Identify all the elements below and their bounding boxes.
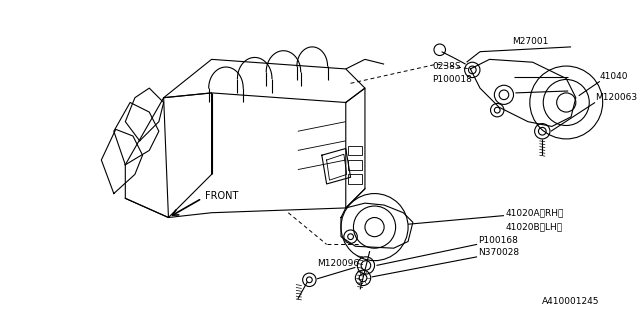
Text: 41020A〈RH〉: 41020A〈RH〉 xyxy=(506,208,564,217)
Text: 41020B〈LH〉: 41020B〈LH〉 xyxy=(506,223,563,232)
Text: A410001245: A410001245 xyxy=(542,297,600,306)
Text: M120063: M120063 xyxy=(595,93,637,102)
Text: 41040: 41040 xyxy=(600,72,628,81)
Bar xyxy=(348,160,362,170)
Text: P100168: P100168 xyxy=(478,236,518,245)
Bar xyxy=(348,146,362,155)
Text: P100018: P100018 xyxy=(432,75,472,84)
Bar xyxy=(348,174,362,184)
Text: N370028: N370028 xyxy=(478,249,519,258)
Text: M120096: M120096 xyxy=(317,259,359,268)
Text: M27001: M27001 xyxy=(513,36,549,46)
Text: FRONT: FRONT xyxy=(205,191,238,201)
Text: 0238S: 0238S xyxy=(432,61,461,70)
